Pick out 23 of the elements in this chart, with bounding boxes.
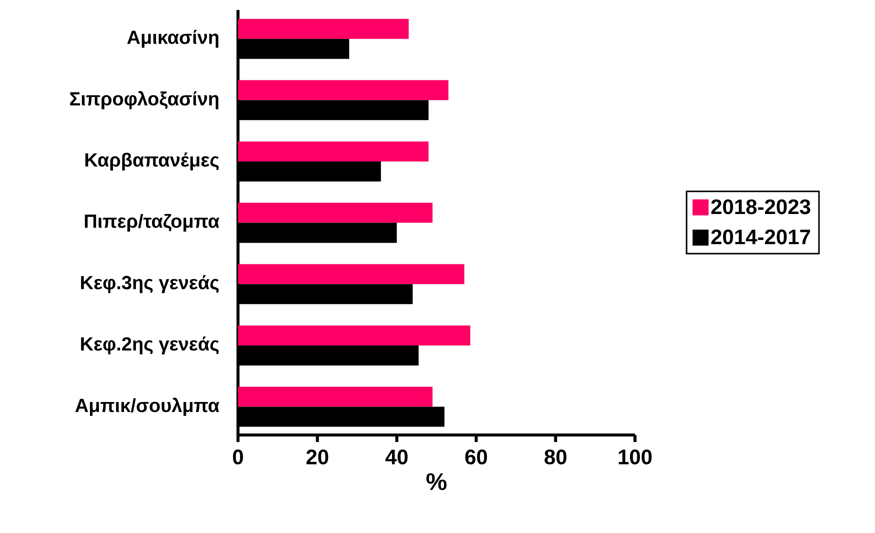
y-tick-label: Κεφ.2ης γενεάς [81, 336, 219, 354]
y-tick-label: Αμικασίνη [127, 30, 218, 48]
y-tick-label: Αμπικ/σουλμπα [75, 398, 220, 416]
bar [238, 325, 470, 346]
bar [238, 18, 409, 39]
y-tick-label: Σιπροφλοξασίνη [70, 91, 218, 110]
x-tick-label: 60 [465, 450, 488, 464]
x-tick-label: 100 [618, 450, 652, 464]
legend-label: 2018-2023 [711, 199, 810, 214]
y-tick-label: Πιπερ/ταζομπα [84, 214, 220, 232]
bar [238, 141, 429, 162]
bar [238, 386, 433, 407]
bar [238, 202, 433, 223]
x-tick-label: 80 [544, 450, 566, 464]
x-tick-label: 0 [232, 450, 243, 464]
x-tick-label: 40 [385, 450, 408, 464]
bar [238, 264, 464, 284]
bar [238, 80, 448, 100]
legend-label: 2014-2017 [711, 230, 810, 244]
x-axis-title: % [426, 473, 447, 490]
y-tick-label: Καρβαπανέμες [85, 152, 219, 170]
y-tick-label: Κεφ.3ης γενεάς [81, 275, 219, 294]
x-tick-label: 20 [306, 450, 328, 464]
